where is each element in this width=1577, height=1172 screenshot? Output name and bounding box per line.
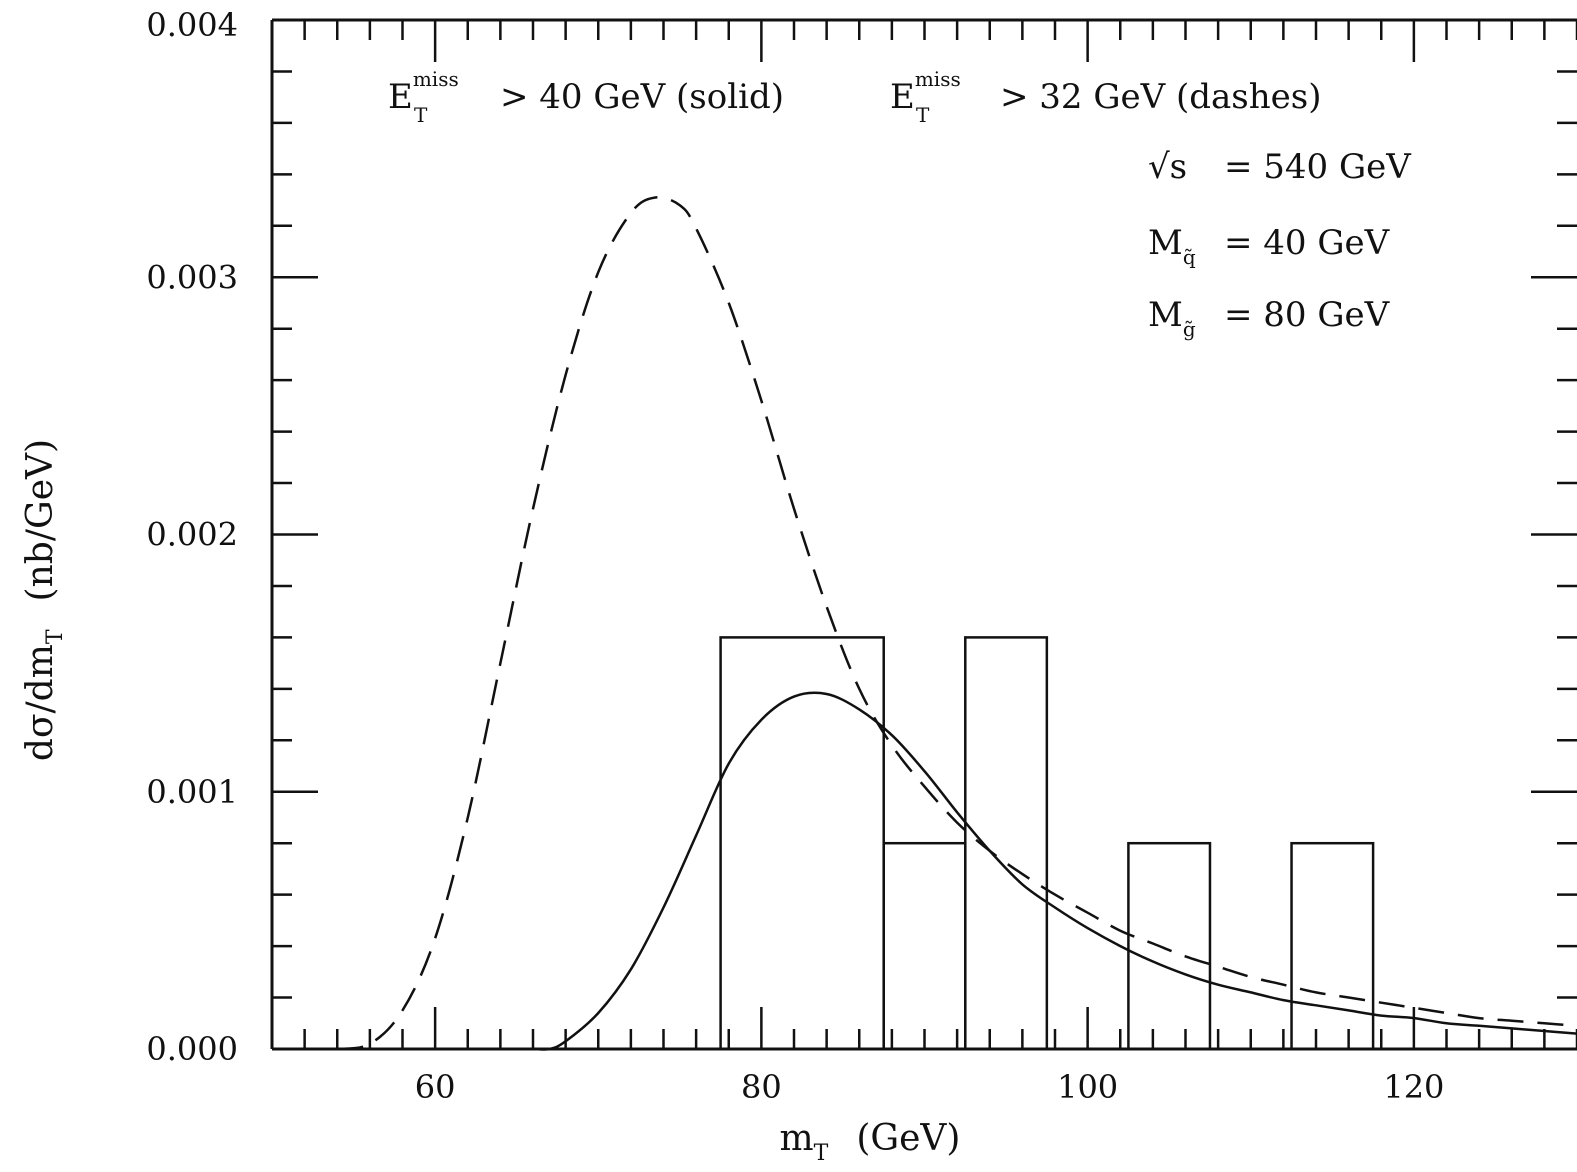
annotation-solid-text: > 40 GeV (solid)	[500, 77, 784, 117]
y-tick-label: 0.001	[146, 773, 238, 811]
y-tick-label: 0.002	[146, 516, 238, 554]
x-axis-symbol: m	[780, 1118, 814, 1159]
axis-tick-labels: 60 80 100 120 0.000 0.001 0.002 0.003 0.004	[146, 6, 1444, 1106]
annotation-gluino-mass: Mg̃ = 80 GeV	[1148, 295, 1391, 341]
histogram-bar	[1127, 841, 1212, 1051]
annotation-sqrt-s-symbol: √s	[1148, 147, 1187, 187]
y-tick-label: 0.003	[146, 258, 238, 296]
annotation-mg-value: = 80 GeV	[1224, 295, 1391, 335]
annotation-mq-symbol: M	[1148, 223, 1183, 263]
x-tick-label: 120	[1383, 1068, 1444, 1106]
annotation-solid-sub: T	[414, 103, 428, 127]
y-axis-subscript: T	[43, 629, 68, 644]
annotation-dash-sub: T	[916, 103, 930, 127]
annotation-sqrt-s-value: = 540 GeV	[1224, 147, 1412, 187]
histogram-bar	[719, 636, 885, 1051]
annotation-dash-cut: Emiss T > 32 GeV (dashes)	[890, 67, 1322, 127]
axis-ticks	[270, 18, 1577, 1051]
annotation-squark-mass: Mq̃ = 40 GeV	[1148, 223, 1391, 269]
annotation-mg-sub: g̃	[1183, 317, 1196, 341]
curve-series	[337, 196, 1577, 1051]
histogram-bar	[882, 841, 967, 1051]
histogram-bar	[964, 636, 1049, 1051]
x-axis-title: mT (GeV)	[780, 1118, 961, 1166]
x-tick-label: 80	[741, 1068, 782, 1106]
histogram-bar	[1290, 841, 1375, 1051]
annotation-dash-text: > 32 GeV (dashes)	[1000, 77, 1322, 117]
annotation-solid-sup: miss	[413, 67, 459, 91]
y-axis-unit: (nb/GeV)	[20, 439, 61, 602]
annotation-mq-sub: q̃	[1183, 245, 1196, 269]
annotation-solid-cut: Emiss T > 40 GeV (solid)	[388, 67, 784, 127]
y-tick-label: 0.000	[146, 1030, 238, 1068]
annotation-dash-sup: miss	[915, 67, 961, 91]
y-tick-label: 0.004	[146, 6, 238, 44]
histogram-bars	[719, 636, 1375, 1051]
annotation-mg-symbol: M	[1148, 295, 1183, 335]
annotation-dash-symbol: E	[890, 77, 915, 117]
annotation-solid-symbol: E	[388, 77, 413, 117]
x-tick-label: 60	[415, 1068, 456, 1106]
x-axis-unit: (GeV)	[856, 1118, 960, 1159]
x-tick-label: 100	[1057, 1068, 1118, 1106]
y-axis-title: dσ/dmT (nb/GeV)	[20, 439, 68, 761]
dashed-curve	[337, 196, 1577, 1051]
annotation-mq-value: = 40 GeV	[1224, 223, 1391, 263]
x-axis-subscript: T	[814, 1141, 829, 1166]
annotation-sqrt-s: √s = 540 GeV	[1148, 147, 1412, 187]
solid-curve	[467, 691, 1577, 1051]
y-axis-symbol: dσ/dm	[20, 644, 61, 761]
